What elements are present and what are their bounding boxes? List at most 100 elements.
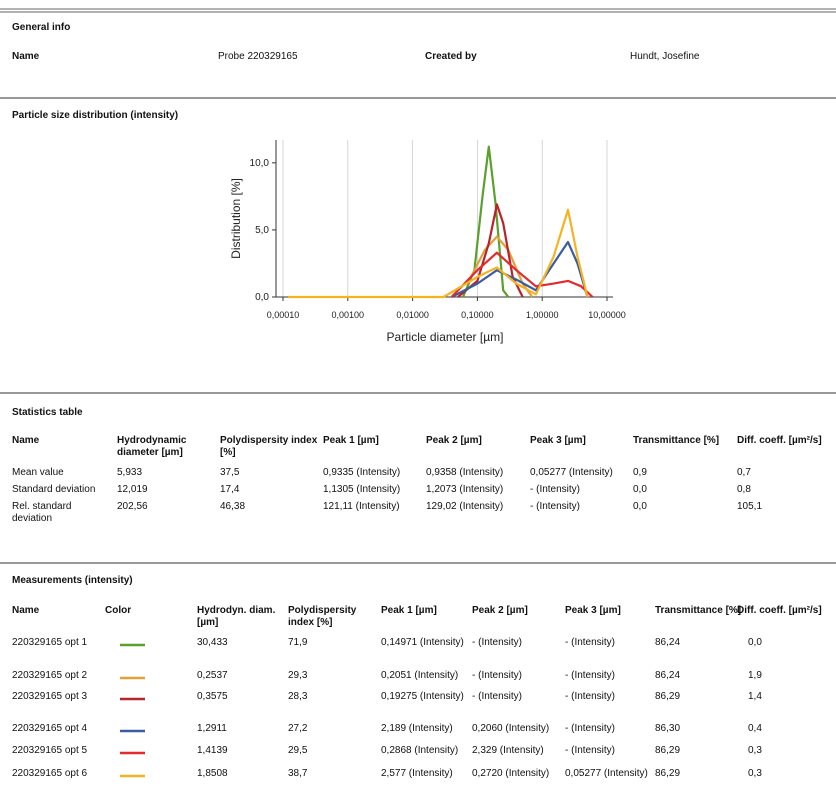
section-title: General info bbox=[12, 22, 71, 33]
table-cell: 46,38 bbox=[220, 501, 246, 512]
table-cell: - (Intensity) bbox=[530, 484, 581, 495]
table-header: Peak 3 [µm] bbox=[565, 605, 621, 616]
table-cell: 220329165 opt 5 bbox=[12, 745, 88, 756]
table-cell: 86,30 bbox=[655, 723, 681, 734]
table-cell: 202,56 bbox=[117, 501, 148, 512]
table-cell: 0,05277 (Intensity) bbox=[530, 467, 613, 478]
section-title: Particle size distribution (intensity) bbox=[12, 110, 179, 121]
table-cell: Rel. standard deviation bbox=[12, 501, 72, 524]
table-cell: 0,0 bbox=[748, 637, 762, 648]
table-header: Color bbox=[105, 605, 132, 616]
table-cell: 1,8508 bbox=[197, 768, 228, 779]
x-axis-title: Particle diameter [µm] bbox=[387, 330, 504, 344]
table-cell: 1,2911 bbox=[197, 723, 227, 734]
table-header: Hydrodynamic diameter [µm] bbox=[117, 435, 187, 458]
x-tick-label: 0,01000 bbox=[396, 310, 429, 320]
table-cell: 0,8 bbox=[737, 484, 751, 495]
table-cell: 2,189 (Intensity) bbox=[381, 723, 453, 734]
table-cell: 12,019 bbox=[117, 484, 148, 495]
table-cell: 0,19275 (Intensity) bbox=[381, 691, 464, 702]
table-header: Diff. coeff. [µm²/s] bbox=[737, 605, 822, 616]
table-cell: 220329165 opt 1 bbox=[12, 637, 88, 648]
x-tick-label: 0,00100 bbox=[332, 310, 365, 320]
table-cell: 0,2720 (Intensity) bbox=[472, 768, 550, 779]
table-cell: 1,9 bbox=[748, 670, 762, 681]
table-cell: 0,2537 bbox=[197, 670, 228, 681]
field-value: Probe 220329165 bbox=[218, 51, 298, 62]
table-header: Peak 1 [µm] bbox=[323, 435, 379, 446]
table-cell: 27,2 bbox=[288, 723, 308, 734]
series-line bbox=[451, 240, 589, 298]
table-cell: 86,29 bbox=[655, 691, 681, 702]
table-cell: Mean value bbox=[12, 467, 64, 478]
table-cell: 2,329 (Intensity) bbox=[472, 745, 544, 756]
table-cell: 220329165 opt 6 bbox=[12, 768, 88, 779]
table-cell: - (Intensity) bbox=[565, 637, 616, 648]
y-tick-label: 10,0 bbox=[250, 158, 270, 169]
table-header: Peak 1 [µm] bbox=[381, 605, 437, 616]
table-cell: 0,9335 (Intensity) bbox=[323, 467, 401, 478]
table-cell: 121,11 (Intensity) bbox=[323, 501, 400, 512]
table-cell: 86,29 bbox=[655, 745, 681, 756]
table-cell: 1,2073 (Intensity) bbox=[426, 484, 504, 495]
table-header: Diff. coeff. [µm²/s] bbox=[737, 435, 822, 446]
table-header: Peak 3 [µm] bbox=[530, 435, 586, 446]
table-cell: 5,933 bbox=[117, 467, 143, 478]
table-header: Transmittance [%] bbox=[655, 605, 742, 616]
table-cell: 1,4 bbox=[748, 691, 762, 702]
table-cell: 1,1305 (Intensity) bbox=[323, 484, 401, 495]
table-cell: 0,14971 (Intensity) bbox=[381, 637, 464, 648]
table-cell: 86,24 bbox=[655, 670, 681, 681]
table-header: Name bbox=[12, 435, 40, 446]
field-label: Created by bbox=[425, 51, 477, 62]
table-cell: 0,7 bbox=[737, 467, 751, 478]
table-cell: 38,7 bbox=[288, 768, 308, 779]
table-cell: 29,5 bbox=[288, 745, 308, 756]
y-tick-label: 5,0 bbox=[255, 225, 269, 236]
series-line bbox=[461, 145, 510, 298]
table-cell: 220329165 opt 2 bbox=[12, 670, 88, 681]
table-cell: 105,1 bbox=[737, 501, 763, 512]
table-header: Peak 2 [µm] bbox=[426, 435, 482, 446]
table-cell: 0,2868 (Intensity) bbox=[381, 745, 459, 756]
section-title: Statistics table bbox=[12, 407, 83, 418]
table-cell: 0,2051 (Intensity) bbox=[381, 670, 459, 681]
table-cell: - (Intensity) bbox=[565, 723, 616, 734]
table-header: Name bbox=[12, 605, 40, 616]
field-value: Hundt, Josefine bbox=[630, 51, 700, 62]
series-line bbox=[450, 235, 534, 298]
table-cell: 0,0 bbox=[633, 484, 647, 495]
table-header: Polydispersity index [%] bbox=[288, 605, 357, 628]
table-cell: 0,4 bbox=[748, 723, 762, 734]
table-cell: 71,9 bbox=[288, 637, 308, 648]
table-cell: - (Intensity) bbox=[565, 670, 616, 681]
table-cell: - (Intensity) bbox=[472, 637, 523, 648]
table-cell: 0,05277 (Intensity) bbox=[565, 768, 648, 779]
table-cell: - (Intensity) bbox=[530, 501, 581, 512]
series-line bbox=[288, 208, 589, 299]
y-axis-title: Distribution [%] bbox=[229, 178, 243, 259]
table-cell: - (Intensity) bbox=[472, 670, 523, 681]
table-cell: 1,4139 bbox=[197, 745, 228, 756]
y-tick-label: 0,0 bbox=[255, 292, 269, 303]
table-cell: - (Intensity) bbox=[565, 745, 616, 756]
x-tick-label: 1,00000 bbox=[526, 310, 559, 320]
table-cell: 129,02 (Intensity) bbox=[426, 501, 504, 512]
table-cell: 86,29 bbox=[655, 768, 681, 779]
table-header: Peak 2 [µm] bbox=[472, 605, 528, 616]
table-cell: 29,3 bbox=[288, 670, 308, 681]
section-title: Measurements (intensity) bbox=[12, 575, 133, 586]
table-cell: 0,3 bbox=[748, 768, 762, 779]
table-cell: 30,433 bbox=[197, 637, 228, 648]
field-label: Name bbox=[12, 51, 40, 62]
table-header: Transmittance [%] bbox=[633, 435, 720, 446]
table-cell: 0,3575 bbox=[197, 691, 228, 702]
table-cell: 0,9 bbox=[633, 467, 647, 478]
table-cell: 0,2060 (Intensity) bbox=[472, 723, 550, 734]
table-cell: 0,3 bbox=[748, 745, 762, 756]
x-tick-label: 10,00000 bbox=[588, 310, 626, 320]
table-cell: 37,5 bbox=[220, 467, 240, 478]
table-cell: 220329165 opt 4 bbox=[12, 723, 88, 734]
